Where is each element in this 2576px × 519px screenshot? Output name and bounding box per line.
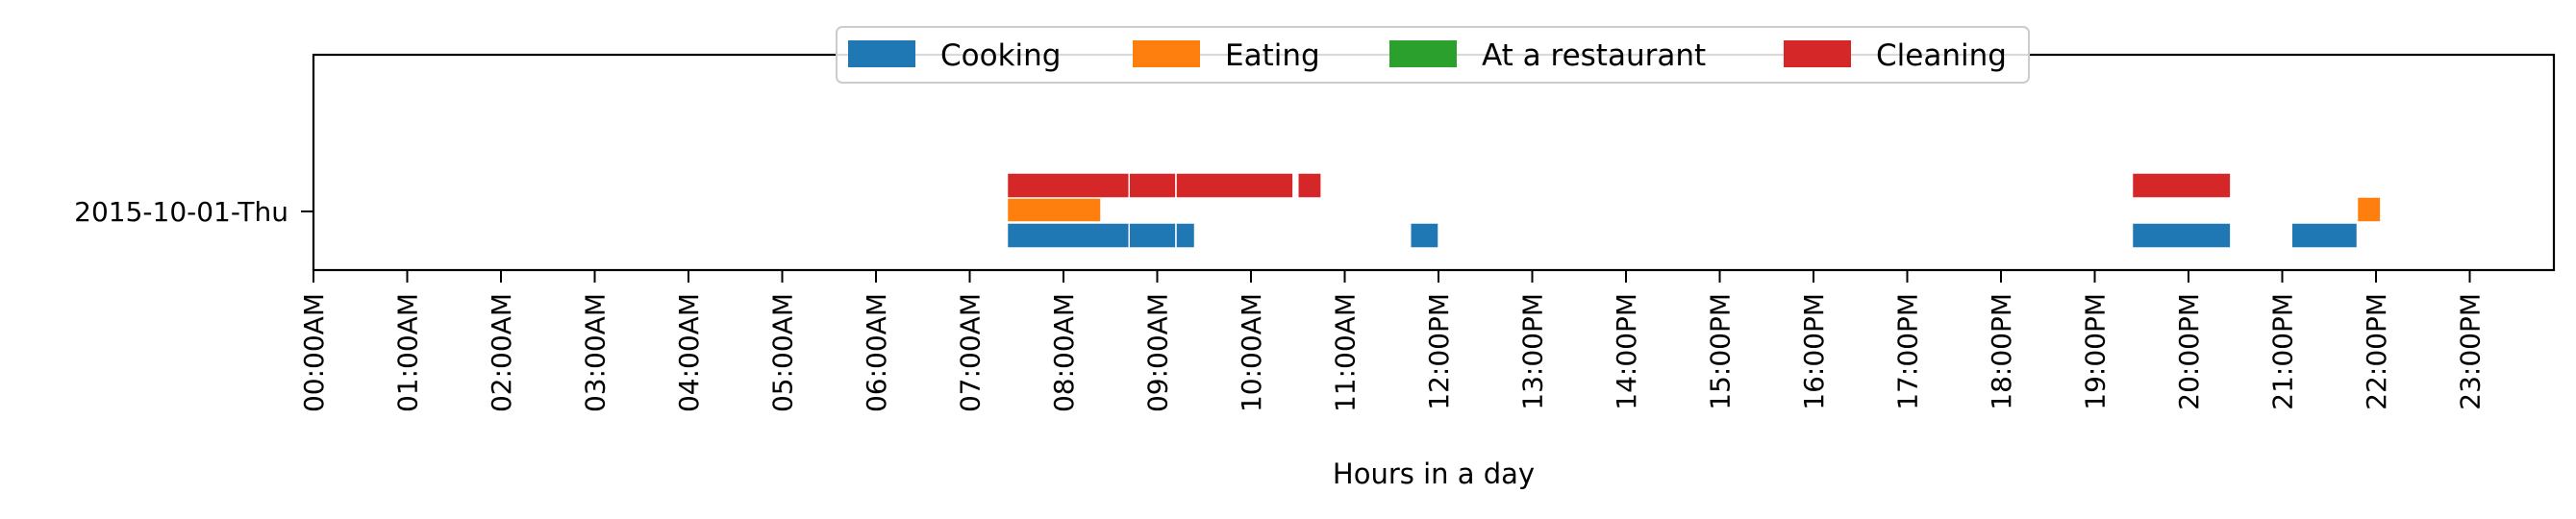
x-tick-label: 10:00AM <box>1236 293 1267 412</box>
x-tick-label: 02:00AM <box>486 293 517 412</box>
x-tick-label: 08:00AM <box>1048 293 1080 412</box>
x-tick-label: 07:00AM <box>955 293 987 412</box>
bar-eating-1 <box>2356 196 2382 223</box>
x-axis: 00:00AM 01:00AM 02:00AM 03:00AM 04:00AM 05:00… <box>298 270 2487 412</box>
bar-cooking-4 <box>2131 222 2232 249</box>
x-tick-label: 22:00PM <box>2361 293 2392 410</box>
legend-swatch-eating <box>1133 40 1200 67</box>
x-tick-label: 20:00PM <box>2173 293 2205 410</box>
legend: Cooking Eating At a restaurant Cleaning <box>836 26 2030 84</box>
bar-cleaning-4 <box>2131 172 2232 199</box>
x-axis-label: Hours in a day <box>1333 457 1535 490</box>
bar-cleaning-2 <box>1175 172 1294 199</box>
x-tick-label: 03:00AM <box>580 293 612 412</box>
x-tick-label: 15:00PM <box>1705 293 1737 410</box>
legend-label-at-a-restaurant: At a restaurant <box>1482 38 1706 73</box>
bar-cleaning-3 <box>1297 172 1322 199</box>
bar-cooking-3 <box>1410 222 1439 249</box>
x-tick-label: 11:00AM <box>1330 293 1362 412</box>
x-tick-label: 00:00AM <box>298 293 330 412</box>
bar-cooking-0 <box>1006 222 1130 249</box>
x-tick-label: 23:00PM <box>2455 293 2487 410</box>
x-tick-label: 18:00PM <box>1986 293 2017 410</box>
x-tick-label: 13:00PM <box>1517 293 1549 410</box>
bar-cleaning-0 <box>1006 172 1130 199</box>
x-tick-label: 12:00PM <box>1423 293 1455 410</box>
y-axis: 2015-10-01-Thu <box>74 196 313 228</box>
legend-label-eating: Eating <box>1225 38 1320 73</box>
x-tick-label: 06:00AM <box>861 293 892 412</box>
bar-cooking-2 <box>1175 222 1196 249</box>
x-tick-label: 04:00AM <box>673 293 705 412</box>
x-tick-label: 21:00PM <box>2267 293 2299 410</box>
x-tick-label: 05:00AM <box>767 293 799 412</box>
activity-bars <box>1006 172 2382 249</box>
x-tick-label: 01:00AM <box>392 293 424 412</box>
y-tick-label: 2015-10-01-Thu <box>74 196 288 228</box>
legend-swatch-at-a-restaurant <box>1389 40 1457 67</box>
bar-cleaning-1 <box>1128 172 1177 199</box>
x-tick-label: 19:00PM <box>2080 293 2112 410</box>
x-tick-label: 16:00PM <box>1798 293 1830 410</box>
legend-label-cooking: Cooking <box>940 38 1061 73</box>
legend-label-cleaning: Cleaning <box>1876 38 2007 73</box>
x-tick-label: 14:00PM <box>1611 293 1642 410</box>
bar-cooking-1 <box>1128 222 1177 249</box>
x-tick-label: 09:00AM <box>1142 293 1174 412</box>
bar-cooking-5 <box>2290 222 2359 249</box>
legend-swatch-cleaning <box>1784 40 1851 67</box>
bar-eating-0 <box>1006 196 1102 223</box>
x-tick-label: 17:00PM <box>1892 293 1924 410</box>
legend-swatch-cooking <box>848 40 915 67</box>
